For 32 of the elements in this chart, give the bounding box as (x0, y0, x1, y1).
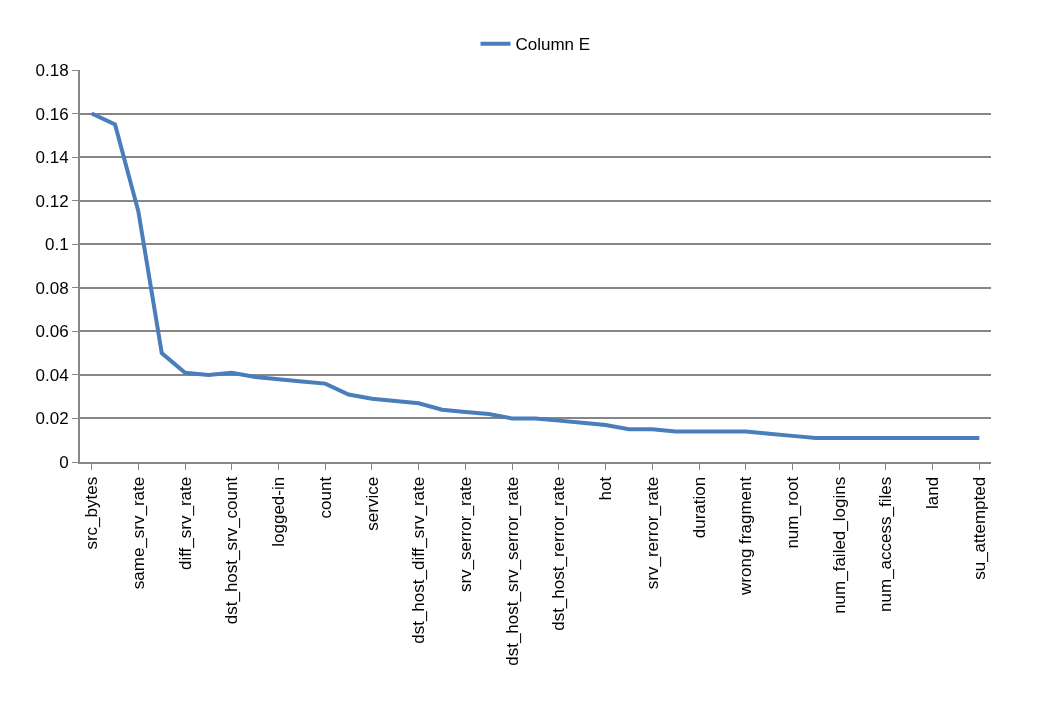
x-tick-label: hot (596, 476, 616, 501)
x-tick-label: logged-in (269, 476, 289, 547)
y-tick-label: 0.02 (35, 409, 69, 429)
x-tick-label: count (315, 476, 335, 519)
x-tick-label: src_bytes (82, 476, 102, 550)
legend-label: Column E (515, 35, 591, 55)
x-tick-label: land (923, 476, 943, 509)
y-tick-label: 0.06 (35, 322, 69, 342)
y-tick-label: 0.04 (35, 365, 69, 385)
x-tick-label: num_access_files (876, 476, 896, 612)
x-tick-label: dst_host_srv_count (222, 476, 242, 625)
x-tick-label: dst_host_rerror_rate (549, 476, 569, 631)
x-tick-label: num_root (782, 476, 802, 549)
x-tick-label: duration (689, 476, 709, 539)
x-tick-label: diff_srv_rate (175, 476, 195, 571)
y-tick-label: 0.14 (35, 148, 69, 168)
x-tick-label: wrong fragment (736, 476, 756, 596)
y-tick-label: 0.12 (35, 191, 69, 211)
line-series (89, 111, 982, 441)
x-tick-label: dst_host_srv_serror_rate (502, 476, 522, 666)
x-tick-label: su_attempted (969, 476, 989, 580)
y-tick-label: 0.16 (35, 104, 69, 124)
y-tick-label: 0 (59, 452, 69, 472)
x-tick-label: dst_host_diff_srv_rate (409, 476, 429, 644)
y-tick-label: 0.18 (35, 60, 69, 80)
x-tick-label: srv_rerror_rate (642, 476, 662, 590)
x-tick-label: srv_serror_rate (455, 476, 475, 593)
x-tick-label: service (362, 476, 382, 531)
y-tick-label: 0.08 (35, 278, 69, 298)
x-tick-label: same_srv_rate (128, 476, 148, 590)
x-tick-label: num_failed_logins (829, 476, 849, 614)
y-tick-label: 0.1 (44, 235, 69, 255)
